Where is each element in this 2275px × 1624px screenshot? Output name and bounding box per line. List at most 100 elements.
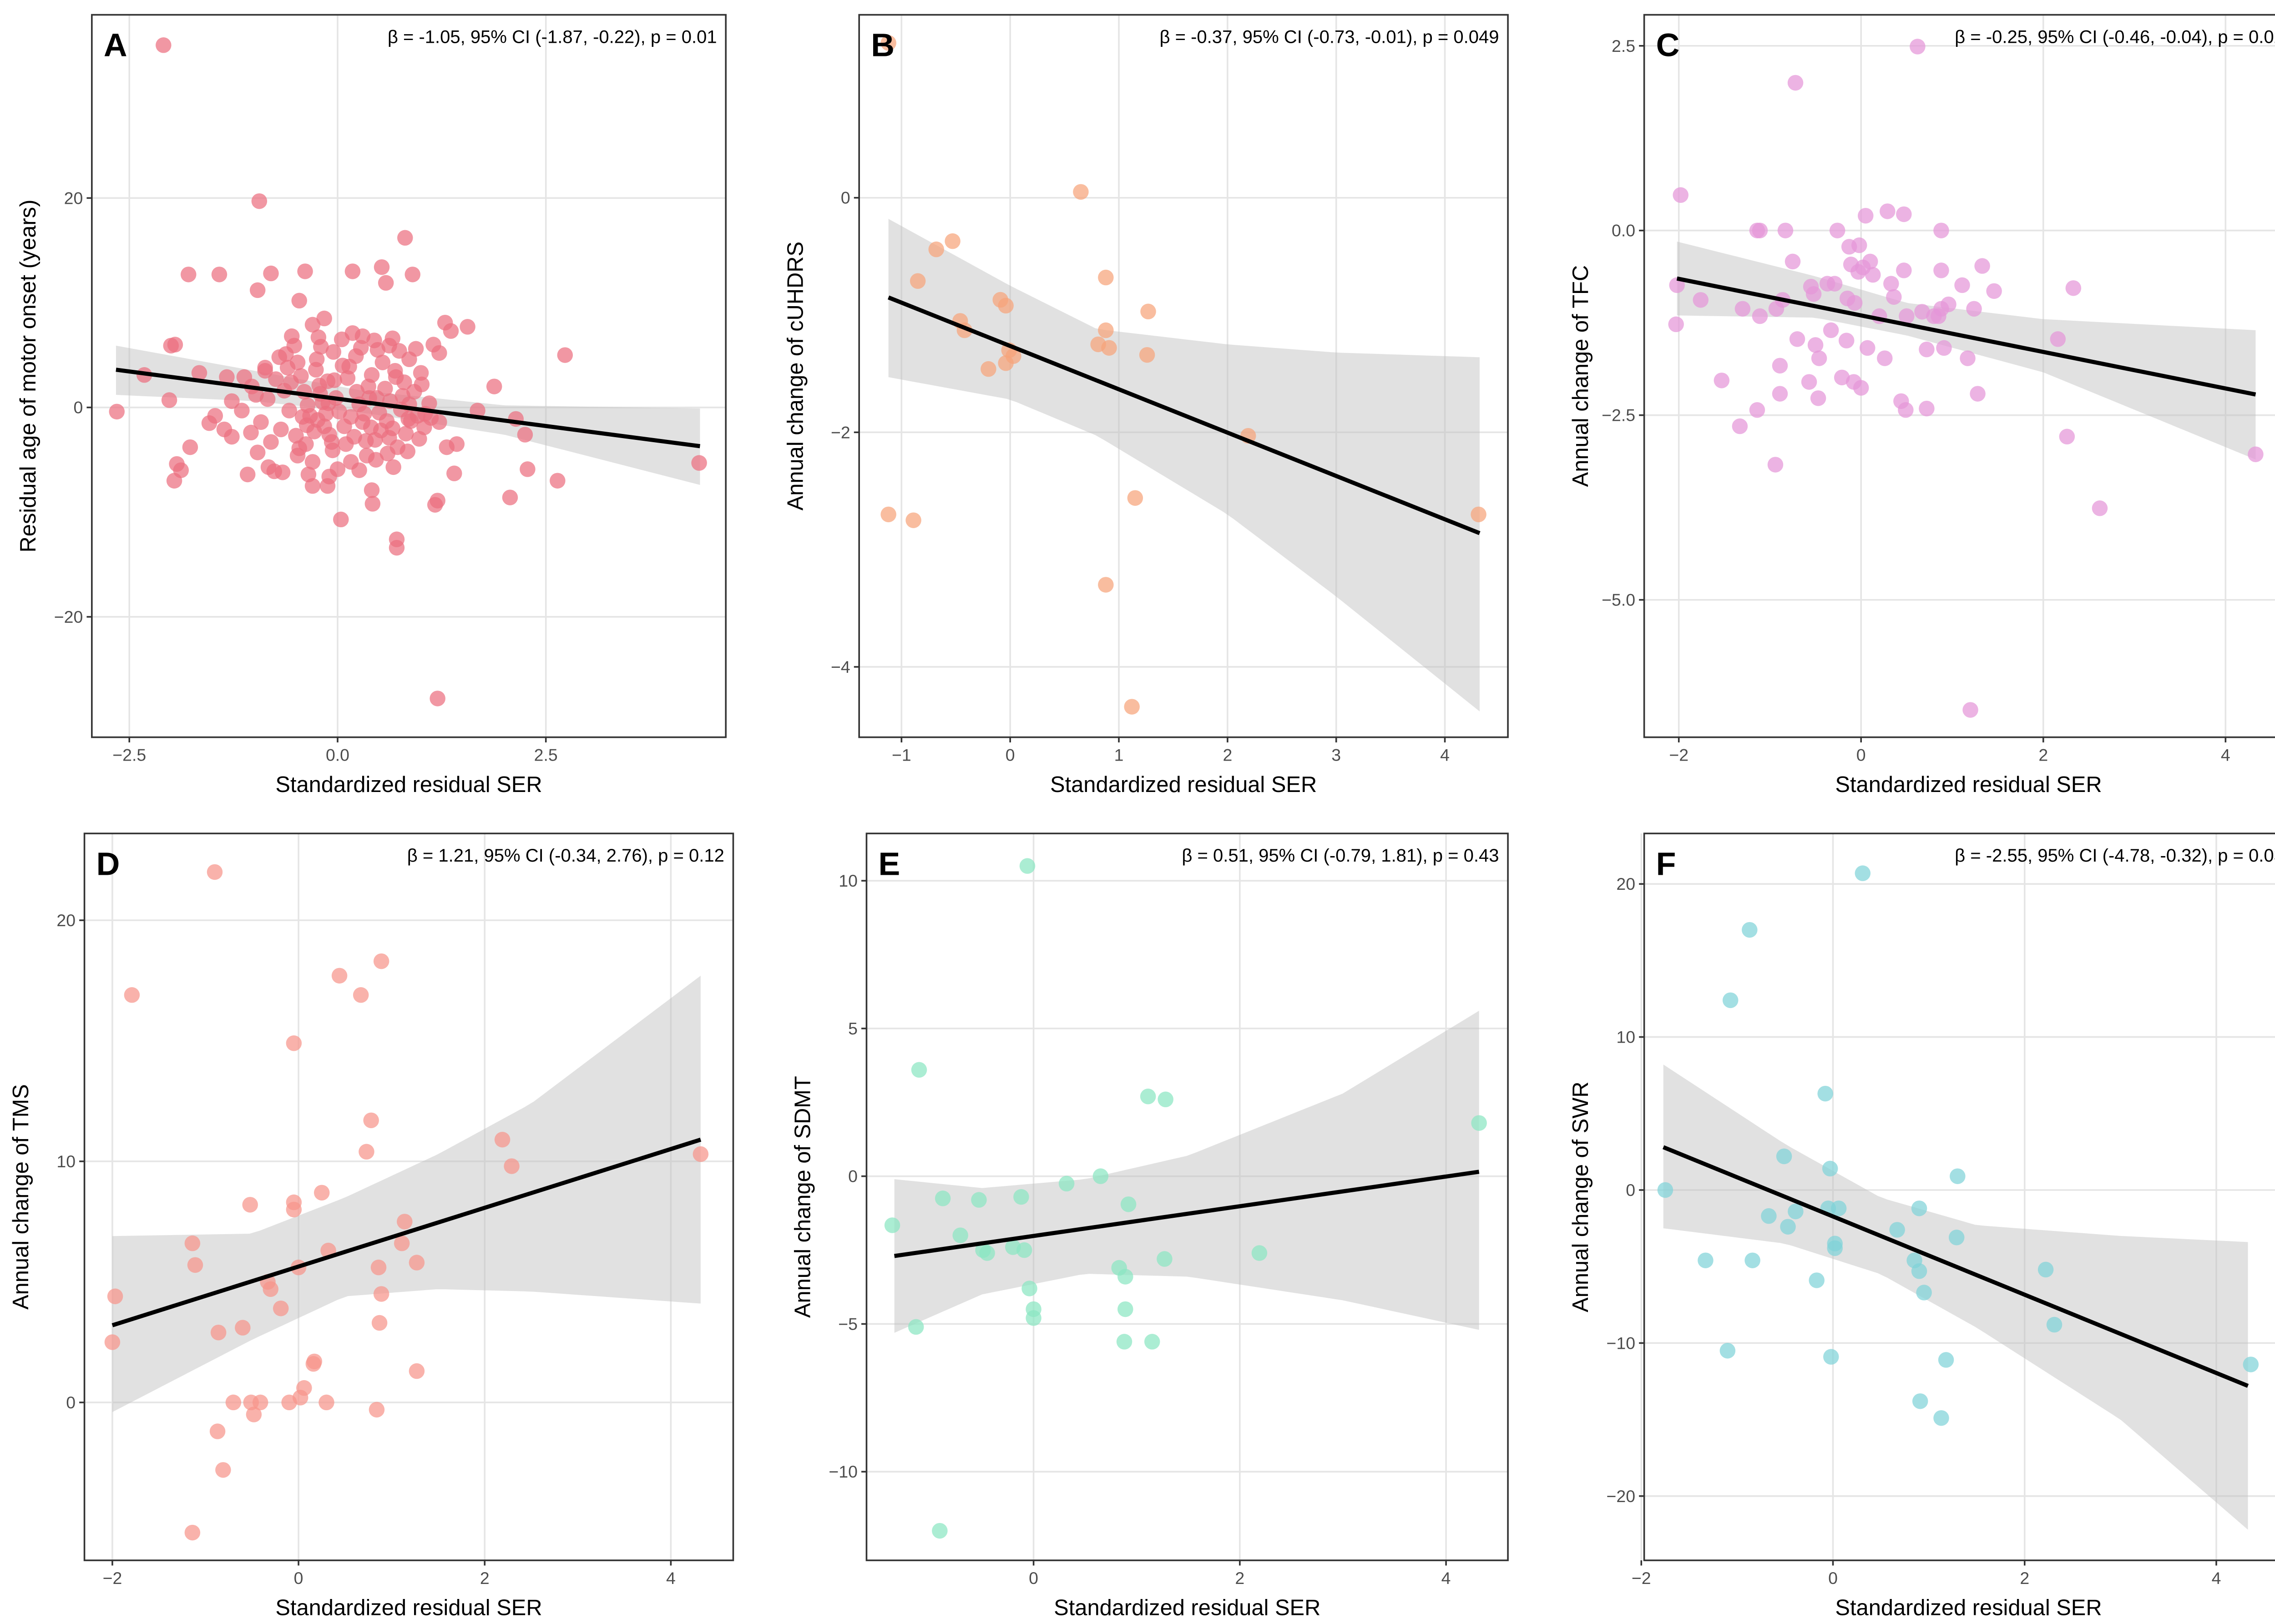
data-point bbox=[351, 462, 367, 478]
data-point bbox=[333, 511, 349, 528]
y-axis-title: Annual change of TFC bbox=[1568, 265, 1593, 487]
data-point bbox=[291, 293, 307, 309]
data-point bbox=[296, 1380, 312, 1396]
data-point bbox=[416, 419, 432, 435]
data-point bbox=[1668, 316, 1684, 333]
data-point bbox=[1933, 1410, 1949, 1426]
data-point bbox=[308, 362, 324, 378]
x-tick-label: −2 bbox=[1632, 1569, 1651, 1588]
data-point bbox=[2248, 446, 2264, 462]
x-tick-label: 0.0 bbox=[326, 746, 349, 765]
data-point bbox=[1898, 402, 1914, 418]
data-point bbox=[2092, 500, 2108, 516]
data-point bbox=[246, 1407, 262, 1422]
data-point bbox=[313, 1185, 330, 1201]
confidence-band-layer bbox=[894, 1010, 1479, 1333]
confidence-band bbox=[1663, 1064, 2248, 1530]
data-point bbox=[1761, 1208, 1777, 1224]
data-point bbox=[1933, 222, 1949, 238]
panel-a: −2.5 0.0 2.5 −20 0 20 A β = -1.05, 95% CI (-1… bbox=[16, 14, 727, 797]
data-point bbox=[1776, 1148, 1792, 1165]
data-point bbox=[210, 1324, 227, 1341]
data-point bbox=[981, 361, 996, 377]
data-point bbox=[353, 987, 369, 1003]
data-point bbox=[502, 489, 518, 505]
data-point bbox=[321, 427, 337, 443]
data-point bbox=[1966, 301, 1982, 317]
data-point bbox=[313, 338, 329, 355]
axis-ticks: −2 0 2 4 −5.0 −2.5 0.0 2.5 bbox=[1602, 36, 2230, 765]
data-point bbox=[1098, 269, 1114, 286]
data-point bbox=[184, 1235, 201, 1251]
y-tick-label: −5 bbox=[838, 1314, 858, 1333]
data-point bbox=[268, 371, 284, 387]
data-point bbox=[263, 434, 279, 450]
y-axis-title: Annual change of SWR bbox=[1568, 1081, 1593, 1312]
confidence-band-layer bbox=[888, 219, 1480, 711]
panel-letter: F bbox=[1656, 846, 1676, 882]
data-point bbox=[1471, 506, 1486, 523]
y-tick-label: 20 bbox=[64, 188, 83, 207]
y-tick-label: −2.5 bbox=[1602, 406, 1635, 425]
data-point bbox=[1139, 347, 1155, 363]
y-tick-label: −20 bbox=[54, 607, 83, 626]
data-point bbox=[209, 1423, 226, 1439]
panel-frame bbox=[858, 14, 1509, 738]
data-point bbox=[225, 1394, 242, 1411]
data-point bbox=[394, 1235, 410, 1251]
data-point bbox=[1026, 1310, 1041, 1326]
data-point bbox=[374, 259, 390, 275]
data-point bbox=[1851, 237, 1867, 253]
data-point bbox=[109, 403, 125, 420]
x-tick-label: −2 bbox=[1669, 746, 1689, 765]
data-point bbox=[1912, 1393, 1928, 1409]
data-point bbox=[124, 987, 140, 1003]
data-point bbox=[248, 387, 264, 403]
regression-line bbox=[1662, 1145, 2249, 1388]
data-point bbox=[1899, 308, 1915, 324]
gridlines bbox=[1640, 833, 2275, 1561]
x-axis-title: Standardized residual SER bbox=[1835, 1595, 2102, 1620]
data-point bbox=[460, 319, 475, 335]
data-point bbox=[1817, 1085, 1833, 1102]
data-point bbox=[691, 455, 707, 471]
data-point bbox=[1787, 75, 1804, 91]
data-point bbox=[1124, 699, 1140, 715]
data-point bbox=[1140, 303, 1156, 320]
data-point bbox=[363, 1112, 379, 1129]
data-point bbox=[952, 1227, 968, 1243]
data-point bbox=[446, 465, 462, 481]
gridlines bbox=[866, 833, 1508, 1561]
data-point bbox=[104, 1334, 121, 1350]
data-point bbox=[321, 469, 337, 484]
data-point bbox=[935, 1190, 951, 1206]
data-point bbox=[971, 1192, 987, 1208]
y-tick-label: 2.5 bbox=[1612, 36, 1635, 55]
data-point bbox=[1749, 402, 1765, 418]
data-point bbox=[384, 420, 401, 436]
data-point bbox=[1954, 277, 1970, 293]
data-point bbox=[286, 338, 303, 354]
y-tick-label: −2 bbox=[831, 423, 850, 442]
data-point bbox=[306, 1353, 323, 1370]
data-point bbox=[369, 342, 386, 358]
data-point bbox=[1734, 301, 1751, 317]
data-point bbox=[325, 344, 342, 360]
data-point bbox=[1880, 203, 1896, 219]
data-point bbox=[1933, 262, 1949, 278]
y-tick-label: 0 bbox=[841, 188, 850, 207]
data-point bbox=[242, 1197, 258, 1213]
data-point bbox=[1785, 253, 1801, 270]
data-point bbox=[364, 482, 380, 498]
confidence-band-layer bbox=[1677, 242, 2256, 460]
regression-line bbox=[887, 295, 1481, 535]
data-point bbox=[1823, 322, 1839, 338]
x-tick-label: −2.5 bbox=[112, 746, 146, 765]
data-point bbox=[1830, 1200, 1847, 1216]
data-point bbox=[1016, 1242, 1032, 1258]
panel-letter: D bbox=[96, 846, 120, 882]
data-point bbox=[1744, 1252, 1760, 1268]
data-point bbox=[297, 263, 313, 279]
data-point bbox=[374, 354, 391, 370]
data-point bbox=[1846, 295, 1863, 311]
